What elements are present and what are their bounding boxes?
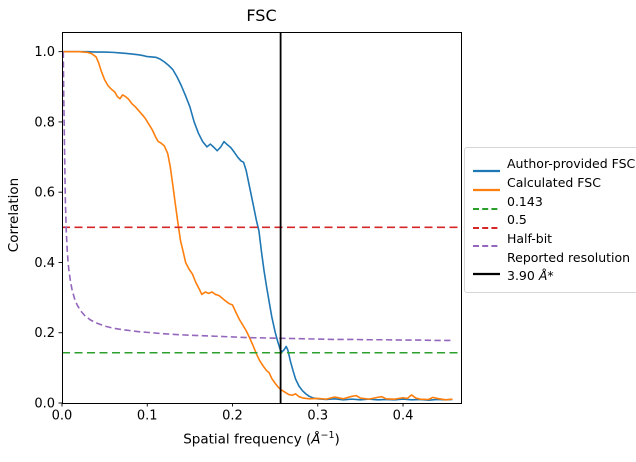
- series-author-provided-fsc: [62, 50, 453, 401]
- x-tick-label: 0.2: [222, 409, 243, 424]
- x-axis-label-text: Spatial frequency (: [183, 431, 312, 448]
- legend-label: Reported resolution 3.90 Å*: [507, 249, 630, 285]
- y-tick-label: 0.2: [34, 326, 55, 341]
- y-tick-label: 1.0: [34, 45, 55, 60]
- legend-box: Author-provided FSC Calculated FSC 0.143…: [464, 147, 636, 293]
- x-tick-label: 0.1: [137, 409, 158, 424]
- x-tick-label: 0.4: [393, 409, 414, 424]
- legend-line-swatch-orange: [473, 180, 500, 192]
- legend-entry-reported-resolution: Reported resolution 3.90 Å*: [473, 249, 635, 285]
- legend-label: 0.5: [507, 212, 527, 228]
- chart-title: FSC: [246, 6, 277, 25]
- y-tick-label: 0.6: [34, 186, 55, 201]
- legend-entry-calculated-fsc: Calculated FSC: [473, 174, 635, 193]
- axes-frame: [62, 32, 462, 404]
- legend-line-swatch-black: [473, 264, 500, 275]
- series-half-bit: [62, 51, 453, 342]
- legend-label: Author-provided FSC: [507, 156, 636, 171]
- legend-dashed-swatch-purple: [473, 236, 500, 248]
- legend-entry-05: 0.5: [473, 211, 635, 230]
- x-axis-label-suffix: ): [334, 431, 340, 448]
- x-axis-unit-angstrom: Å: [311, 431, 321, 448]
- legend-line-swatch-blue: [473, 161, 500, 173]
- legend-label-line1: Reported resolution: [507, 249, 631, 265]
- series-calculated-fsc: [62, 50, 453, 401]
- legend-dashed-swatch-red: [473, 218, 500, 229]
- x-tick-label: 0.3: [307, 409, 328, 424]
- angstrom-unit: Å: [538, 267, 548, 283]
- legend-label: Calculated FSC: [507, 174, 601, 190]
- legend-entry-half-bit: Half-bit: [473, 230, 635, 249]
- legend-label: Half-bit: [507, 231, 553, 246]
- legend-entry-0143: 0.143: [473, 193, 635, 212]
- y-tick-label: 0.4: [34, 256, 55, 271]
- y-tick-label: 0.0: [34, 397, 55, 412]
- legend-entry-author-provided-fsc: Author-provided FSC: [473, 155, 635, 174]
- x-tick-label: 0.0: [52, 409, 73, 424]
- x-axis-label: Spatial frequency (Å−1): [62, 430, 461, 448]
- legend-dashed-swatch-green: [473, 199, 500, 210]
- x-axis-unit-exponent: −1: [320, 430, 335, 441]
- legend-label-line2: 3.90 Å*: [507, 267, 554, 283]
- legend-label: 0.143: [507, 193, 543, 209]
- y-tick-label: 0.8: [34, 115, 55, 130]
